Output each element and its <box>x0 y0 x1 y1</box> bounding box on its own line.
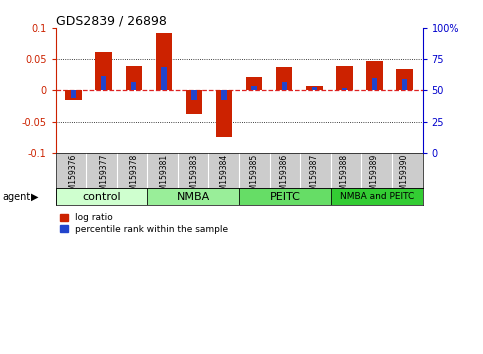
Bar <box>131 82 137 91</box>
Bar <box>161 67 167 91</box>
Bar <box>185 91 202 114</box>
Bar <box>147 188 239 205</box>
Text: GSM159377: GSM159377 <box>99 154 108 200</box>
Bar <box>276 67 293 91</box>
Bar <box>282 82 287 91</box>
Bar <box>336 65 353 91</box>
Bar <box>239 188 331 205</box>
Text: GSM159378: GSM159378 <box>129 154 138 200</box>
Bar <box>331 188 423 205</box>
Bar <box>366 61 383 91</box>
Bar <box>246 77 262 91</box>
Text: control: control <box>82 192 121 202</box>
Text: GSM159384: GSM159384 <box>220 154 228 200</box>
Bar <box>306 86 323 91</box>
Bar <box>402 79 407 91</box>
Bar <box>372 78 377 91</box>
Bar <box>216 91 232 137</box>
Bar <box>101 75 106 91</box>
Bar <box>341 88 347 91</box>
Bar <box>65 91 82 100</box>
Text: agent: agent <box>2 192 30 202</box>
Text: GSM159385: GSM159385 <box>250 154 258 200</box>
Text: GSM159381: GSM159381 <box>159 154 169 200</box>
Text: GSM159387: GSM159387 <box>310 154 319 200</box>
Bar <box>71 91 76 98</box>
Bar <box>156 33 172 91</box>
Bar <box>191 91 197 101</box>
Bar <box>252 86 257 91</box>
Text: NMBA: NMBA <box>177 192 210 202</box>
Bar <box>221 91 227 101</box>
Text: GSM159390: GSM159390 <box>400 154 409 200</box>
Bar <box>312 87 317 91</box>
Bar <box>96 52 112 91</box>
Text: GSM159389: GSM159389 <box>370 154 379 200</box>
Bar <box>396 69 413 91</box>
Bar <box>126 65 142 91</box>
Text: PEITC: PEITC <box>270 192 300 202</box>
Text: NMBA and PEITC: NMBA and PEITC <box>340 192 414 201</box>
Legend: log ratio, percentile rank within the sample: log ratio, percentile rank within the sa… <box>60 213 228 234</box>
Text: ▶: ▶ <box>31 192 39 202</box>
Text: GSM159376: GSM159376 <box>69 154 78 200</box>
Text: GDS2839 / 26898: GDS2839 / 26898 <box>56 14 167 27</box>
Text: GSM159383: GSM159383 <box>189 154 199 200</box>
Text: GSM159386: GSM159386 <box>280 154 289 200</box>
Text: GSM159388: GSM159388 <box>340 154 349 200</box>
Bar <box>56 188 147 205</box>
